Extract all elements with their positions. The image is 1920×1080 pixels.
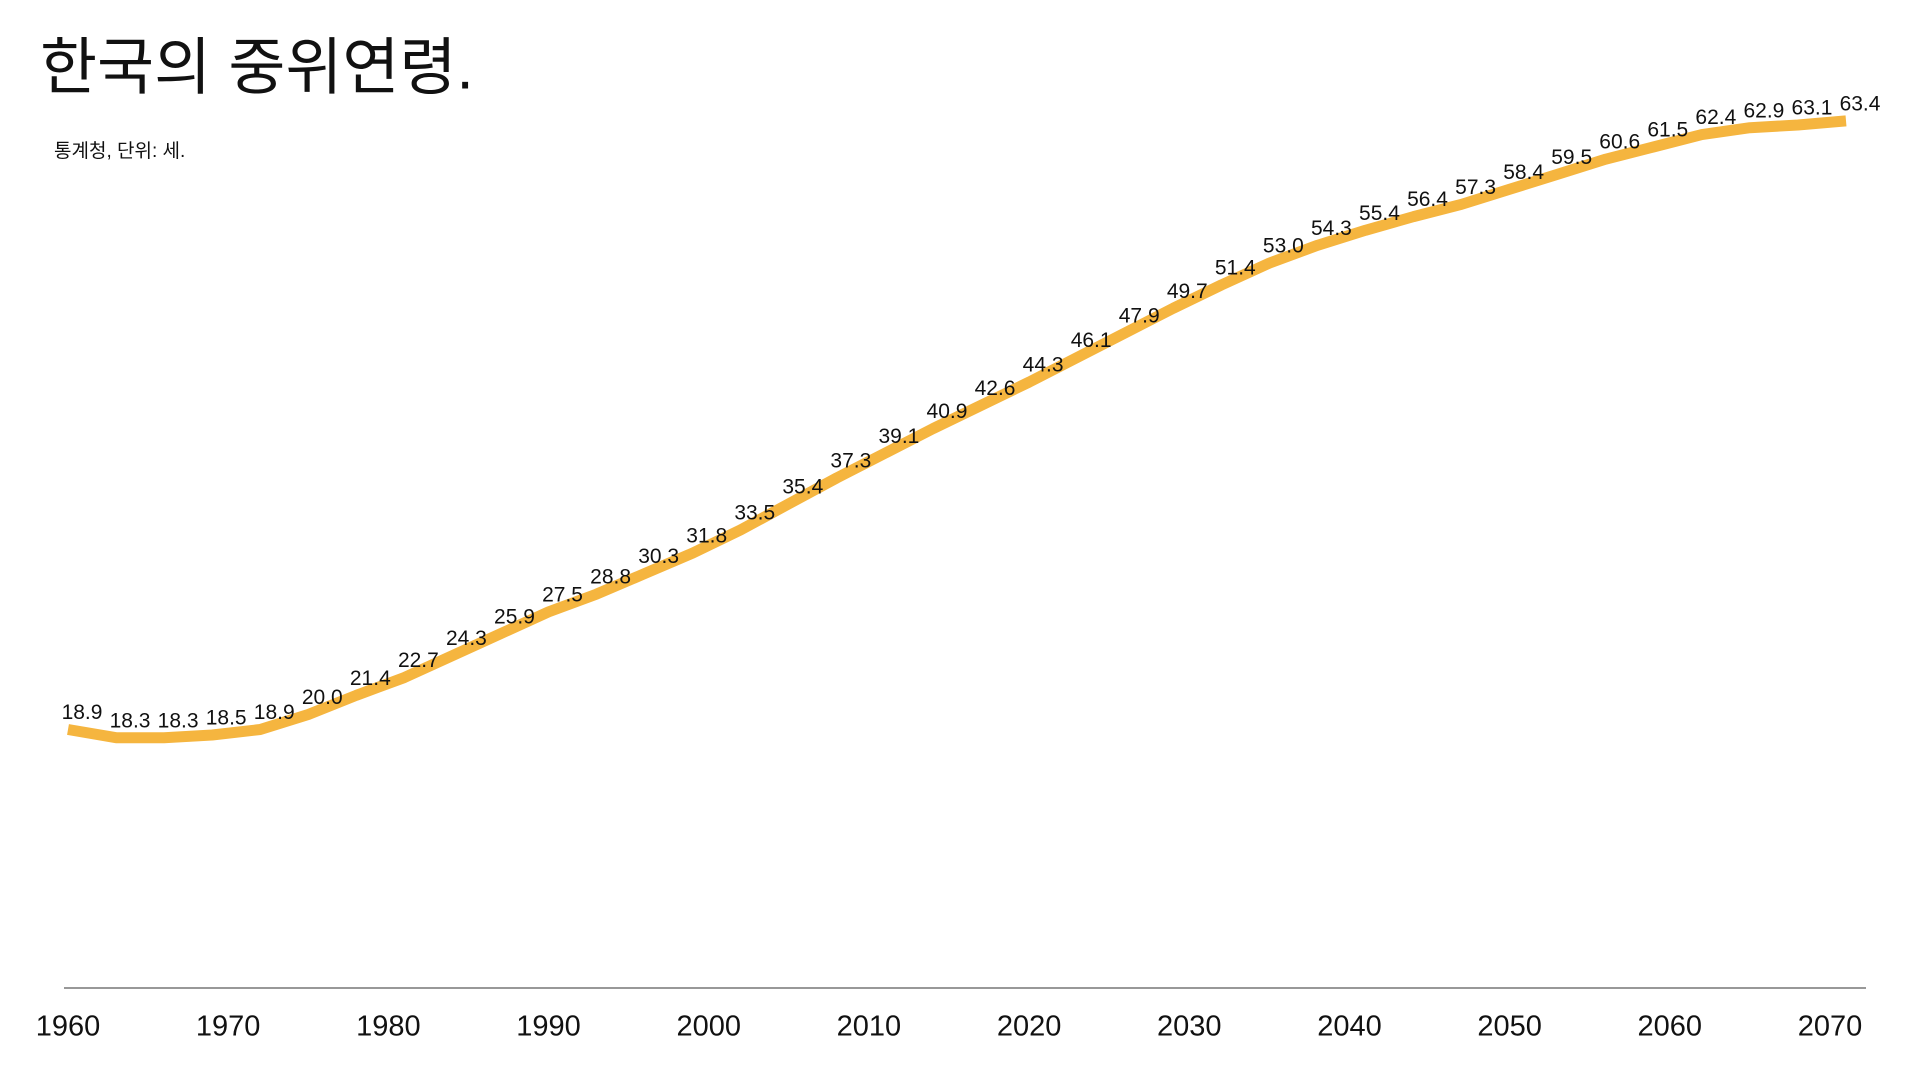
value-label: 42.6 — [975, 377, 1016, 400]
value-label: 53.0 — [1263, 235, 1304, 258]
value-label: 51.4 — [1215, 257, 1256, 280]
value-label: 62.9 — [1743, 99, 1784, 122]
value-label: 18.9 — [62, 701, 103, 724]
x-tick-label: 1980 — [356, 1011, 421, 1043]
value-label: 22.7 — [398, 649, 439, 672]
x-tick-label: 2030 — [1157, 1011, 1222, 1043]
value-label: 59.5 — [1551, 146, 1592, 169]
value-label: 57.3 — [1455, 176, 1496, 199]
x-tick-label: 2040 — [1317, 1011, 1382, 1043]
x-tick-label: 1990 — [516, 1011, 581, 1043]
value-label: 44.3 — [1023, 354, 1064, 377]
value-label: 49.7 — [1167, 280, 1208, 303]
value-label: 56.4 — [1407, 188, 1448, 211]
value-label: 28.8 — [590, 566, 631, 589]
value-label: 35.4 — [782, 475, 823, 498]
value-label: 21.4 — [350, 667, 391, 690]
value-label: 54.3 — [1311, 217, 1352, 240]
line — [67, 115, 1847, 744]
value-label: 63.1 — [1792, 97, 1833, 120]
chart-subtitle: 통계청, 단위: 세. — [54, 140, 185, 162]
chart-title: 한국의 중위연령. — [40, 33, 474, 102]
value-label: 60.6 — [1599, 131, 1640, 154]
value-label: 18.9 — [254, 701, 295, 724]
value-label: 47.9 — [1119, 304, 1160, 327]
x-tick-label: 2060 — [1638, 1011, 1703, 1043]
x-tick-label: 1970 — [196, 1011, 261, 1043]
x-tick-label: 2010 — [837, 1011, 902, 1043]
value-label: 31.8 — [686, 525, 727, 548]
value-label: 20.0 — [302, 686, 343, 709]
value-label: 27.5 — [542, 583, 583, 606]
x-tick-label: 2020 — [997, 1011, 1062, 1043]
value-label: 18.5 — [206, 707, 247, 730]
value-label: 46.1 — [1071, 329, 1112, 352]
value-label: 18.3 — [158, 709, 199, 732]
value-label: 58.4 — [1503, 161, 1544, 184]
value-label: 18.3 — [110, 709, 151, 732]
value-label: 30.3 — [638, 545, 679, 568]
value-label: 24.3 — [446, 627, 487, 650]
value-label: 33.5 — [734, 501, 775, 524]
x-tick-label: 2000 — [676, 1011, 741, 1043]
value-label: 40.9 — [927, 400, 968, 423]
value-label: 61.5 — [1647, 118, 1688, 141]
value-label: 63.4 — [1840, 92, 1881, 115]
value-label: 25.9 — [494, 605, 535, 628]
value-label: 39.1 — [878, 425, 919, 448]
x-tick-label: 2050 — [1477, 1011, 1542, 1043]
x-tick-label: 2070 — [1798, 1011, 1863, 1043]
value-label: 62.4 — [1695, 106, 1736, 129]
value-label: 37.3 — [830, 449, 871, 472]
value-label: 55.4 — [1359, 202, 1400, 225]
x-tick-label: 1960 — [36, 1011, 101, 1043]
